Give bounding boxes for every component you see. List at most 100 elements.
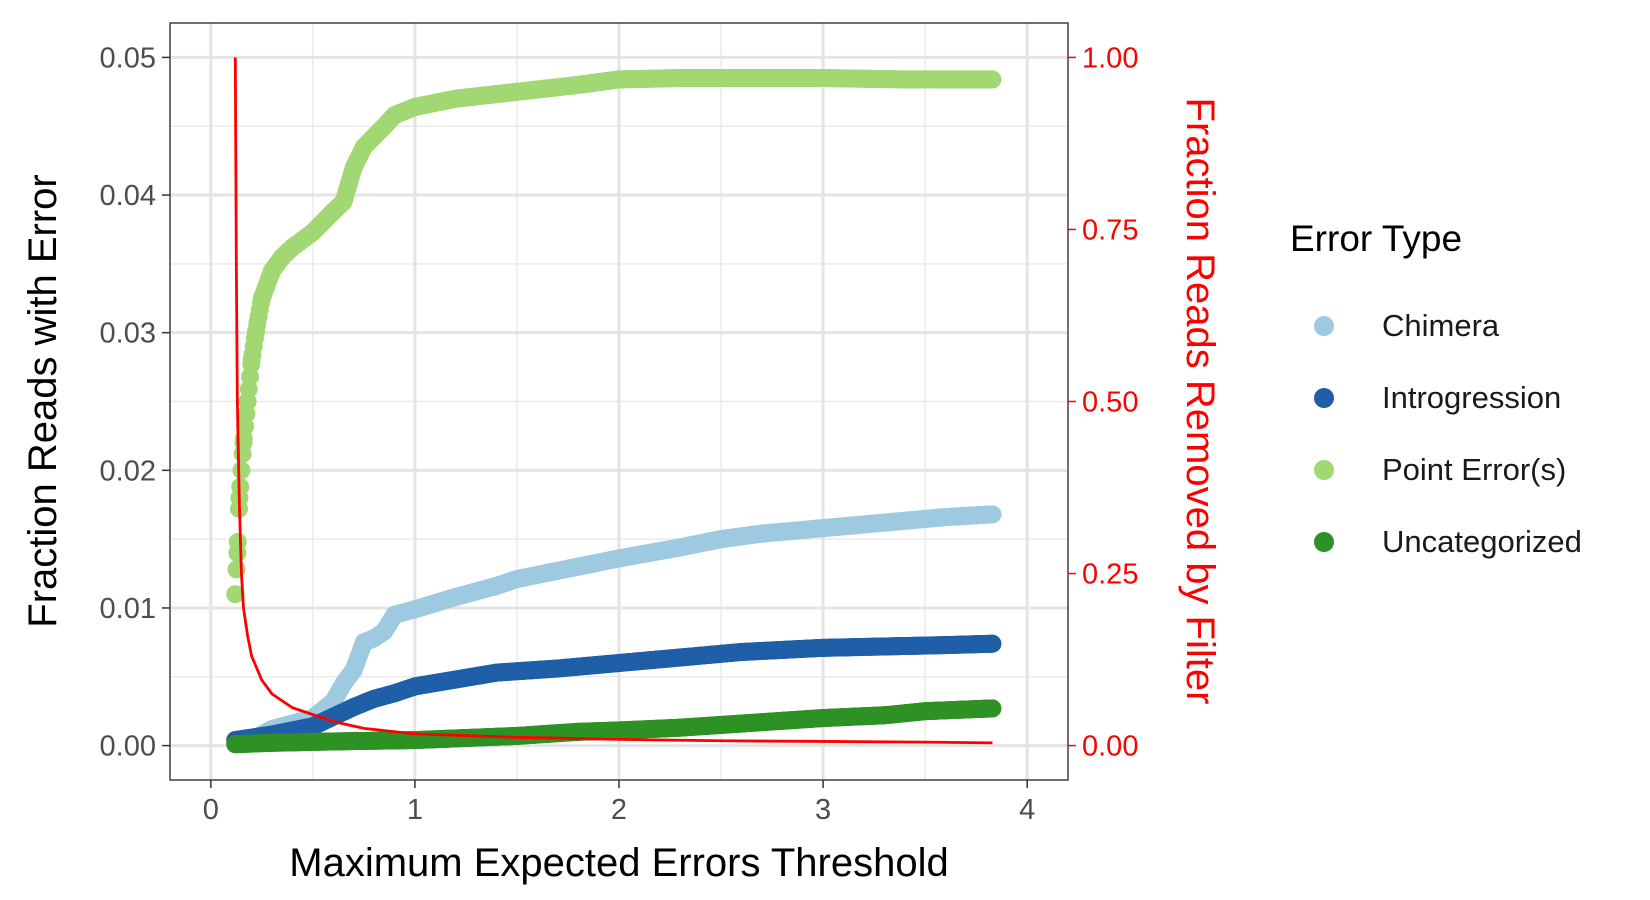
data-point <box>246 323 265 342</box>
data-point <box>303 717 322 736</box>
data-point <box>334 674 353 693</box>
legend-item: Point Error(s) <box>1290 434 1582 506</box>
data-point <box>895 70 914 89</box>
y-axis-left: 0.00 0.01 0.02 0.03 0.04 0.05 <box>100 42 170 763</box>
y2-tick-label: 0.00 <box>1082 731 1138 763</box>
data-point <box>226 735 245 754</box>
data-point <box>569 75 588 94</box>
data-point <box>385 106 404 125</box>
legend-key-icon <box>1314 388 1334 408</box>
data-point <box>487 663 506 682</box>
data-point <box>242 351 261 370</box>
y2-tick-label: 0.75 <box>1082 214 1138 246</box>
data-point <box>548 561 567 580</box>
data-point <box>875 706 894 725</box>
legend-item: Chimera <box>1290 290 1582 362</box>
data-point <box>365 689 384 708</box>
legend-items: Chimera Introgression Point Error(s) Uncate… <box>1290 290 1582 578</box>
data-point <box>569 722 588 741</box>
data-point <box>252 289 271 308</box>
data-point <box>344 158 363 177</box>
data-point <box>334 192 353 211</box>
data-point <box>487 576 506 595</box>
data-point <box>446 670 465 689</box>
y-tick-label: 0.04 <box>100 180 156 212</box>
data-point <box>752 524 771 543</box>
data-point <box>671 718 690 737</box>
data-point <box>405 677 424 696</box>
data-point <box>983 70 1002 89</box>
legend-label: Uncategorized <box>1382 524 1582 559</box>
data-point <box>405 731 424 750</box>
series-introgression <box>226 634 1002 750</box>
legend-label: Point Error(s) <box>1382 452 1567 487</box>
y-tick-label: 0.02 <box>100 455 156 487</box>
data-point <box>610 654 628 673</box>
data-point <box>814 69 833 88</box>
data-point <box>507 82 526 101</box>
y-axis-label: Fraction Reads with Error <box>21 174 65 627</box>
legend-label: Chimera <box>1382 308 1500 343</box>
data-point <box>405 600 424 619</box>
data-point <box>405 97 424 116</box>
data-point <box>610 549 628 568</box>
legend: Error Type Chimera Introgression Point Err… <box>1290 218 1582 578</box>
data-point <box>732 642 751 661</box>
data-point <box>732 69 751 88</box>
data-point <box>232 461 251 480</box>
data-point <box>671 648 690 667</box>
x-tick-label: 4 <box>1019 794 1035 826</box>
series-point-error-s- <box>226 69 1002 604</box>
legend-key-icon <box>1314 460 1334 480</box>
data-point <box>712 530 731 549</box>
data-point <box>773 711 792 730</box>
data-point <box>936 636 955 655</box>
data-point <box>238 392 257 411</box>
data-point <box>507 570 526 589</box>
data-point <box>385 684 404 703</box>
data-point <box>263 261 282 280</box>
data-points <box>226 69 1002 754</box>
x-tick-label: 2 <box>611 794 627 826</box>
legend-label: Introgression <box>1382 380 1562 415</box>
data-point <box>375 622 394 641</box>
y2-tick-label: 0.25 <box>1082 559 1138 591</box>
legend-item: Introgression <box>1290 362 1582 434</box>
data-point <box>226 585 245 604</box>
removed-by-filter-line <box>233 57 993 745</box>
x-axis-label: Maximum Expected Errors Threshold <box>289 841 949 885</box>
y2-tick-label: 0.50 <box>1082 387 1138 419</box>
data-point <box>263 733 282 752</box>
data-point <box>324 732 343 751</box>
data-point <box>875 513 894 532</box>
x-tick-label: 3 <box>815 794 831 826</box>
x-tick-label: 1 <box>407 794 423 826</box>
y-tick-label: 0.03 <box>100 318 156 350</box>
data-point <box>916 702 935 721</box>
y-tick-label: 0.00 <box>100 731 156 763</box>
data-point <box>814 709 833 728</box>
data-point <box>936 508 955 527</box>
legend-item: Uncategorized <box>1290 506 1582 578</box>
y2-tick-label: 1.00 <box>1082 42 1138 74</box>
legend-key-icon <box>1314 316 1334 336</box>
data-point <box>344 660 363 679</box>
data-point <box>446 89 465 108</box>
data-point <box>732 714 751 733</box>
y-axis-right: 0.00 0.25 0.50 0.75 1.00 <box>1068 42 1138 763</box>
x-tick-label: 0 <box>203 794 219 826</box>
data-point <box>548 659 567 678</box>
data-point <box>283 238 302 257</box>
data-point <box>610 721 628 740</box>
data-point <box>344 698 363 717</box>
x-axis: 0 1 2 3 4 <box>203 780 1035 826</box>
y-tick-label: 0.01 <box>100 593 156 625</box>
legend-title: Error Type <box>1290 218 1463 259</box>
data-point <box>385 605 404 624</box>
legend-key-icon <box>1314 532 1334 552</box>
removed-fraction-line <box>233 57 993 745</box>
data-point <box>671 69 690 88</box>
data-point <box>983 634 1002 653</box>
data-point <box>610 70 628 89</box>
data-point <box>814 638 833 657</box>
